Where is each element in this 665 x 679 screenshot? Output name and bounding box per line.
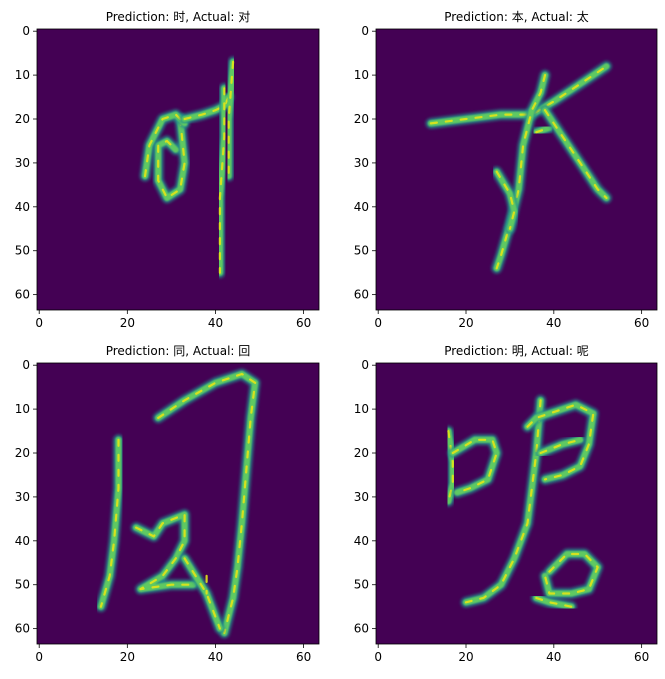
x-tick-label: 20 [120, 650, 135, 664]
x-tick-label: 40 [546, 650, 561, 664]
subplot-title: Prediction: 时, Actual: 对 [106, 10, 251, 24]
stroke-3-core [535, 126, 551, 134]
y-tick-label: 60 [354, 622, 369, 636]
stroke-3-core [464, 399, 542, 604]
y-tick-label: 60 [15, 288, 30, 302]
character-strokes [140, 56, 239, 278]
stroke-1-core [429, 65, 608, 125]
subplot-1: Prediction: 时, Actual: 对 0 20 40 60 0 10 20 30 40… [15, 10, 320, 330]
subplot-title: Prediction: 同, Actual: 回 [106, 344, 251, 358]
stroke-5-core [218, 87, 226, 274]
character-strokes [425, 61, 612, 274]
x-tick-label: 40 [208, 316, 223, 330]
y-tick-label: 20 [354, 446, 369, 460]
subplot-title: Prediction: 明, Actual: 呢 [444, 344, 589, 358]
y-tick-label: 40 [15, 200, 30, 214]
x-tick-label: 60 [296, 316, 311, 330]
y-tick-label: 20 [15, 446, 30, 460]
y-tick-label: 50 [15, 578, 30, 592]
y-tick-label: 20 [354, 112, 369, 126]
x-tick-label: 40 [208, 650, 223, 664]
y-tick-label: 10 [15, 402, 30, 416]
x-tick-label: 0 [374, 316, 382, 330]
stroke-1-core [157, 117, 186, 200]
y-tick-label: 40 [15, 534, 30, 548]
stroke-2-core [451, 438, 498, 494]
y-tick-label: 20 [15, 112, 30, 126]
x-tick-label: 40 [546, 316, 561, 330]
stroke-5-core [495, 170, 516, 230]
x-tick-label: 20 [458, 650, 473, 664]
subplot-4: Prediction: 明, Actual: 呢 0 20 40 60 0 10 20 30 40… [354, 344, 658, 664]
stroke-4-core [183, 557, 221, 630]
stroke-4-core [543, 109, 608, 200]
x-tick-label: 0 [374, 650, 382, 664]
x-tick-label: 20 [120, 316, 135, 330]
y-tick-label: 10 [354, 402, 369, 416]
subplot-2: Prediction: 本, Actual: 太 0 20 40 60 0 10 20 30 40… [354, 9, 658, 330]
axes-frame [375, 28, 658, 311]
y-tick-label: 10 [354, 68, 369, 82]
y-tick-label: 50 [354, 578, 369, 592]
y-tick-label: 30 [354, 490, 369, 504]
y-tick-label: 0 [361, 24, 369, 38]
y-tick-label: 0 [22, 24, 30, 38]
y-tick-label: 40 [354, 534, 369, 548]
x-tick-label: 0 [35, 650, 43, 664]
image-background [37, 29, 319, 310]
y-tick-label: 10 [15, 68, 30, 82]
y-tick-label: 60 [354, 288, 369, 302]
x-tick-label: 0 [35, 316, 43, 330]
y-tick-label: 40 [354, 200, 369, 214]
y-tick-label: 60 [15, 622, 30, 636]
y-tick-label: 30 [354, 156, 369, 170]
stroke-6-core [543, 552, 599, 595]
stroke-2-core [143, 113, 186, 178]
stroke-5-core [539, 438, 582, 455]
subplot-3: Prediction: 同, Actual: 回 0 20 40 60 0 10 20 30 40… [15, 344, 320, 664]
image-background [376, 363, 657, 644]
y-tick-label: 0 [361, 358, 369, 372]
x-tick-label: 20 [458, 316, 473, 330]
stroke-1-core [447, 430, 454, 503]
x-tick-label: 60 [634, 650, 649, 664]
character-strokes [95, 369, 261, 638]
x-tick-label: 60 [634, 316, 649, 330]
y-tick-label: 50 [15, 244, 30, 258]
stroke-4-core [227, 60, 235, 178]
stroke-2-core [495, 74, 547, 270]
stroke-7-core [535, 596, 573, 608]
character-strokes [443, 395, 603, 612]
y-tick-label: 0 [22, 358, 30, 372]
axes-frame [375, 362, 658, 645]
y-tick-label: 30 [15, 490, 30, 504]
axes-frame [36, 28, 320, 311]
stroke-3-core [135, 513, 195, 591]
subplot-title: Prediction: 本, Actual: 太 [444, 9, 589, 24]
y-tick-label: 30 [15, 156, 30, 170]
y-tick-label: 50 [354, 244, 369, 258]
stroke-4-core [526, 403, 595, 481]
axes-frame [36, 362, 320, 645]
stroke-1-core [99, 438, 120, 608]
x-tick-label: 60 [296, 650, 311, 664]
stroke-2-core [157, 372, 257, 635]
